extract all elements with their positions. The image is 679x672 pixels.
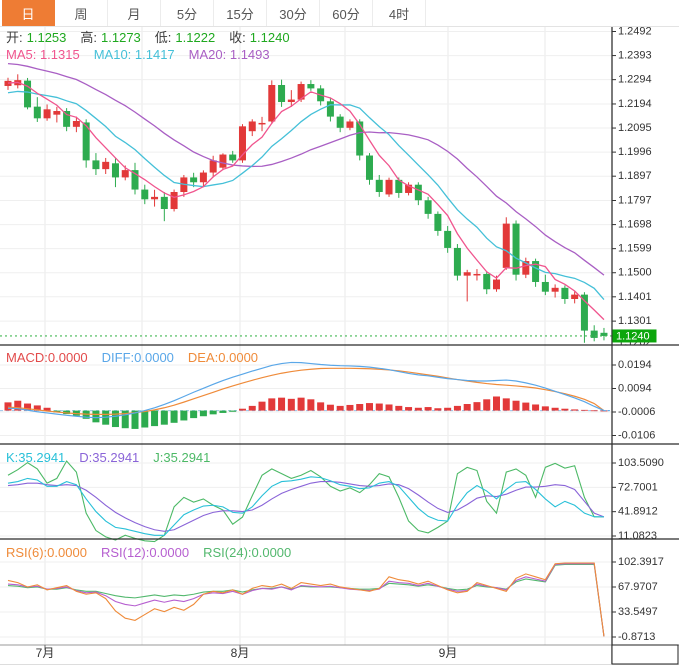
rsi-layer — [7, 562, 605, 637]
ohlc-label: 收: — [229, 30, 246, 45]
indicator-value: K:35.2941 — [6, 450, 66, 465]
axis-tick-label: 1.1996 — [618, 146, 652, 158]
kdj-layer — [7, 460, 605, 543]
axis-tick-label: 11.0823 — [618, 530, 657, 542]
rsi-legend: RSI(6):0.0000 RSI(12):0.0000 RSI(24):0.000… — [6, 545, 305, 561]
axis-tick-label: 1.1401 — [618, 291, 652, 303]
axis-tick-label: -0.8713 — [618, 631, 655, 643]
month-label: 9月 — [439, 646, 458, 660]
axis-tick-label: -0.0106 — [618, 430, 655, 442]
tab-week[interactable]: 周 — [55, 0, 108, 26]
ohlc-value: 1.1253 — [26, 30, 67, 45]
tab-day[interactable]: 日 — [2, 0, 55, 26]
axis-tick-label: 103.5090 — [618, 457, 664, 469]
axis-tick-label: 1.1500 — [618, 267, 652, 279]
tab-30min[interactable]: 30分 — [267, 0, 320, 26]
indicator-value: MA5: 1.1315 — [6, 47, 80, 62]
tab-5min[interactable]: 5分 — [161, 0, 214, 26]
ohlc-label: 高: — [80, 30, 98, 45]
candles-layer — [4, 74, 608, 343]
axis-tick-label: 1.1698 — [618, 219, 652, 231]
axis-tick-label: 0.0094 — [618, 383, 652, 395]
timeframe-tabbar: 日周月 5分 15分 30分 60分 4时 — [0, 0, 679, 27]
axis-tick-label: 1.2492 — [618, 26, 652, 38]
ohlc-value: 1.1222 — [175, 30, 216, 45]
axis-tick-label: 33.5497 — [618, 606, 658, 618]
axis-tick-label: 1.1897 — [618, 170, 652, 182]
axis-tick-label: -0.0006 — [618, 406, 655, 418]
ma-lines — [7, 62, 605, 321]
tab-4hour[interactable]: 4时 — [373, 0, 426, 26]
frame — [0, 27, 679, 665]
ma-legend: MA5: 1.1315 MA10: 1.1417 MA20: 1.1493 — [6, 47, 284, 63]
indicator-value: DIFF:0.0000 — [101, 350, 174, 365]
axis-tick-label: 102.3917 — [618, 556, 664, 568]
ohlc-label: 开: — [6, 30, 23, 45]
indicator-value: D:35.2941 — [79, 450, 140, 465]
indicator-value: MACD:0.0000 — [6, 350, 88, 365]
axis-tick-label: 1.1301 — [618, 315, 652, 327]
tab-60min[interactable]: 60分 — [320, 0, 373, 26]
axis-tick-label: 67.9707 — [618, 581, 658, 593]
axis-tick-label: 1.1599 — [618, 243, 652, 255]
macd-layer — [4, 361, 612, 429]
month-label: 7月 — [36, 646, 55, 660]
indicator-value: MA20: 1.1493 — [188, 47, 270, 62]
axis-tick-label: 72.7001 — [618, 481, 658, 493]
kdj-legend: K:35.2941 D:35.2941 J:35.2941 — [6, 450, 224, 466]
indicator-value: DEA:0.0000 — [187, 350, 259, 365]
indicator-value: RSI(24):0.0000 — [203, 545, 292, 560]
axis-tick-label: 1.2095 — [618, 122, 652, 134]
indicator-value: RSI(6):0.0000 — [6, 545, 87, 560]
axis-tick-label: 0.0194 — [618, 359, 652, 371]
ohlc-value: 1.1240 — [249, 30, 290, 45]
indicator-value: RSI(12):0.0000 — [100, 545, 190, 560]
ohlc-value: 1.1273 — [101, 30, 141, 45]
axis-tick-label: 1.2294 — [618, 74, 652, 86]
last-price-badge-text: 1.1240 — [616, 330, 650, 342]
axis-tick-label: 41.8912 — [618, 506, 658, 518]
macd-legend: MACD:0.0000 DIFF:0.0000 DEA:0.0000 — [6, 350, 272, 366]
axis-tick-label: 1.2194 — [618, 98, 652, 110]
axis-tick-label: 1.1797 — [618, 195, 652, 207]
tab-month[interactable]: 月 — [108, 0, 161, 26]
tab-15min[interactable]: 15分 — [214, 0, 267, 26]
ohlc-legend: 开: 1.1253 高: 1.1273 低: 1.1222 收: 1.1240 — [6, 30, 304, 46]
y-axis-labels: 1.2492 1.2393 1.2294 1.2194 1.2095 1.1996 1.18… — [612, 26, 664, 643]
last-price-badge: 1.1240 — [612, 329, 657, 343]
x-axis-labels: 7月 8月 9月 — [36, 645, 458, 660]
axis-tick-label: 1.2393 — [618, 50, 652, 62]
indicator-value: MA10: 1.1417 — [93, 47, 175, 62]
indicator-value: J:35.2941 — [153, 450, 211, 465]
ohlc-label: 低: — [154, 30, 172, 45]
month-label: 8月 — [231, 646, 250, 660]
